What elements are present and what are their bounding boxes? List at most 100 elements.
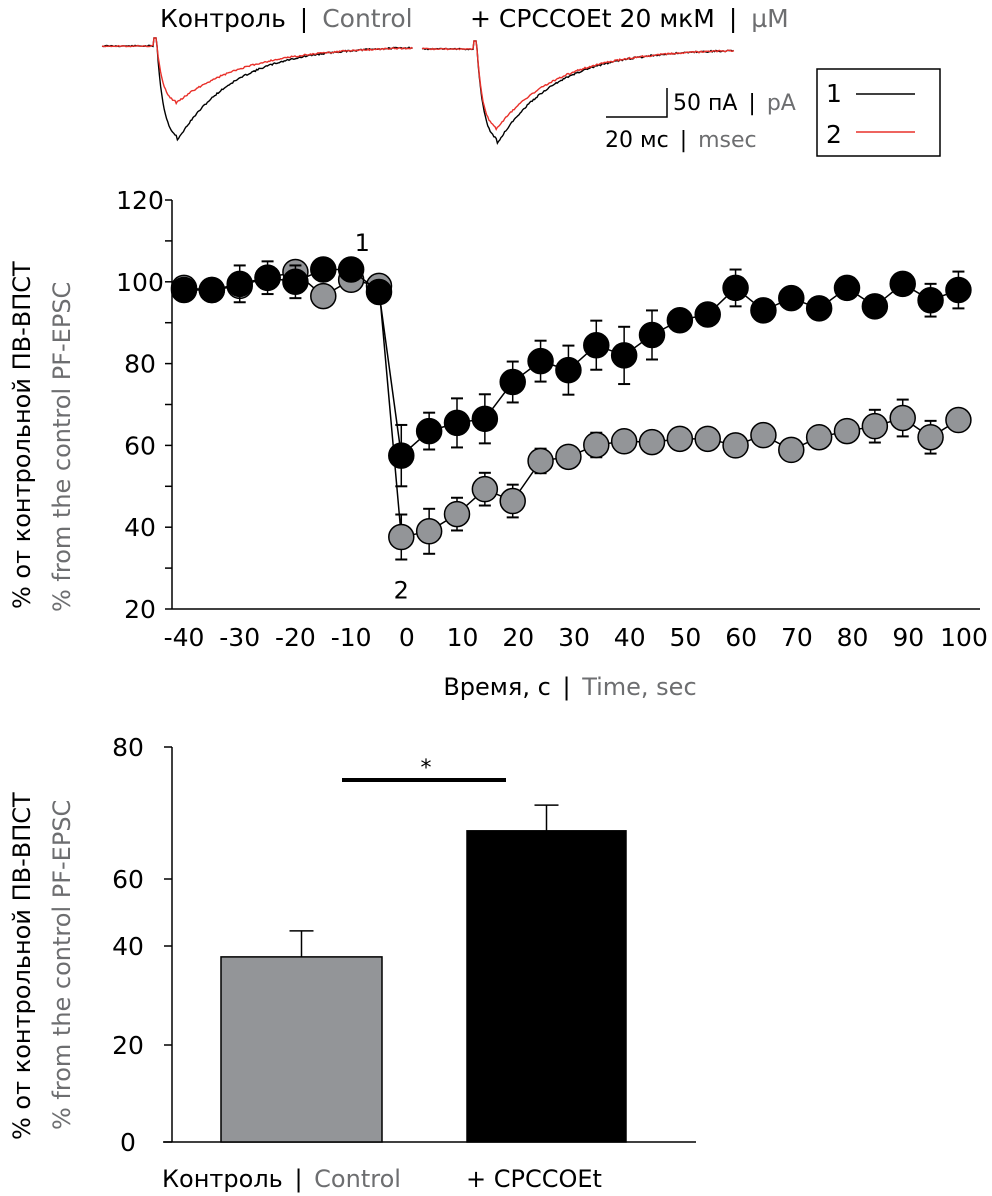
scale-bar-lines	[606, 88, 668, 118]
trace-2-cpccoet	[422, 40, 735, 131]
control-title-en: Control	[322, 4, 412, 33]
data-point	[415, 518, 443, 545]
data-point	[861, 412, 889, 440]
data-point	[610, 342, 638, 369]
x-tick-label: -10	[331, 623, 372, 652]
series-line	[183, 271, 959, 538]
data-point	[833, 417, 861, 445]
bar-y-tick-label: 20	[112, 1031, 144, 1060]
y-tick-label: 20	[124, 595, 156, 624]
drug-title-ru: + CPCCOEt 20 мкМ	[470, 4, 715, 33]
x-tick-label: 90	[892, 623, 924, 652]
y-axis-label-en: % from the control PF-EPSC	[48, 282, 76, 612]
significance-star: *	[421, 756, 432, 781]
time-course-axes: 20 40 60 80 100 120 -40 -30 -20 -10 0 10 20 30 40 50 60 7…	[116, 186, 988, 652]
x-tick-label: 0	[399, 623, 415, 652]
bar-marks	[220, 804, 627, 1143]
svg-text:Контроль | Control: Контроль | Control	[162, 1165, 401, 1193]
data-point	[443, 409, 471, 437]
annotation-label-2: 2	[394, 577, 409, 605]
data-point	[945, 406, 972, 434]
y-axis-label-ru: % от контрольной ПВ-ВПСТ	[8, 261, 36, 609]
legend-label-2: 2	[826, 120, 842, 149]
x-tick-label: 40	[614, 623, 646, 652]
data-point	[443, 500, 471, 528]
y-tick-label: 100	[116, 268, 164, 297]
x-tick-label: -30	[219, 623, 260, 652]
data-point	[694, 301, 721, 328]
svg-text:Время, с | Time, s: Время, с | Time, sec	[443, 673, 696, 701]
data-point	[805, 295, 833, 322]
data-point	[778, 284, 805, 312]
data-point	[310, 256, 337, 283]
x-tick-label: 50	[670, 623, 702, 652]
data-point	[861, 293, 889, 320]
bar-y-axis-label-ru: % от контрольной ПВ-ВПСТ	[8, 792, 36, 1140]
data-point	[527, 347, 554, 375]
scale-separator: |	[680, 128, 687, 153]
scale-current-ru: 50 пА	[673, 91, 737, 116]
data-point	[666, 425, 694, 453]
data-point	[583, 331, 610, 359]
x-tick-label: 10	[447, 623, 479, 652]
x-tick-label: 100	[940, 623, 988, 652]
data-point	[254, 264, 281, 291]
data-point	[282, 268, 309, 296]
title-separator: |	[729, 4, 737, 33]
data-point	[388, 442, 415, 469]
epsc-traces	[101, 37, 735, 145]
data-point	[917, 286, 944, 314]
bar-1	[466, 830, 627, 1143]
time-course-series	[170, 256, 972, 561]
trace-legend: 1 2	[816, 68, 941, 157]
data-point	[471, 475, 499, 503]
scale-bar: 50 пА | pA 20 мс | msec	[605, 88, 796, 153]
scale-time-en: msec	[698, 128, 757, 153]
bar-category-1-ru: + CPCCOEt	[466, 1165, 602, 1193]
y-tick-label: 40	[124, 513, 156, 542]
series-control	[170, 258, 972, 561]
x-tick-label: 80	[837, 623, 869, 652]
data-point	[638, 321, 666, 349]
x-tick-label: 30	[558, 623, 590, 652]
svg-text:50 пА | pA: 50 пА | pA	[673, 91, 796, 116]
bar-chart: % от контрольной ПВ-ВПСТ % from the cont…	[8, 733, 696, 1193]
y-tick-label: 60	[124, 431, 156, 460]
bar-0	[220, 956, 383, 1143]
bar-y-axis-label-en: % from the control PF-EPSC	[48, 800, 76, 1130]
data-point	[471, 405, 499, 433]
legend-box	[816, 68, 941, 157]
data-point	[527, 447, 554, 475]
data-point	[945, 276, 972, 304]
x-tick-label: 60	[725, 623, 757, 652]
y-tick-label: 120	[116, 186, 164, 215]
trace-2-control	[102, 37, 413, 106]
data-point	[722, 432, 749, 459]
x-axis-label-ru: Время, с	[443, 673, 550, 701]
bar-y-tick-label: 0	[120, 1128, 136, 1157]
scale-current-en: pA	[767, 91, 796, 116]
bar-y-tick-label: 40	[112, 932, 144, 961]
x-tick-label: 70	[781, 623, 813, 652]
legend-label-1: 1	[826, 79, 842, 108]
svg-text:+ CPCCOEt 20 мкМ |: + CPCCOEt 20 мкМ | µM	[470, 4, 789, 33]
svg-text:20 мс | msec: 20 мс | msec	[605, 128, 757, 153]
data-point	[917, 423, 944, 451]
data-point	[170, 276, 198, 304]
bar-category-0-ru: Контроль	[162, 1165, 283, 1193]
x-tick-label: -40	[164, 623, 205, 652]
data-point	[388, 523, 415, 551]
data-point	[337, 256, 365, 283]
data-point	[555, 356, 582, 384]
data-point	[499, 368, 526, 396]
bar-category-separator: |	[294, 1165, 302, 1193]
data-point	[889, 270, 916, 298]
data-point	[778, 436, 805, 464]
x-tick-label: 20	[502, 623, 534, 652]
data-point	[722, 274, 749, 302]
data-point	[499, 487, 526, 515]
time-course-chart: % от контрольной ПВ-ВПСТ % from the cont…	[8, 186, 988, 701]
data-point	[833, 274, 861, 302]
drug-title-en: µM	[751, 4, 788, 33]
